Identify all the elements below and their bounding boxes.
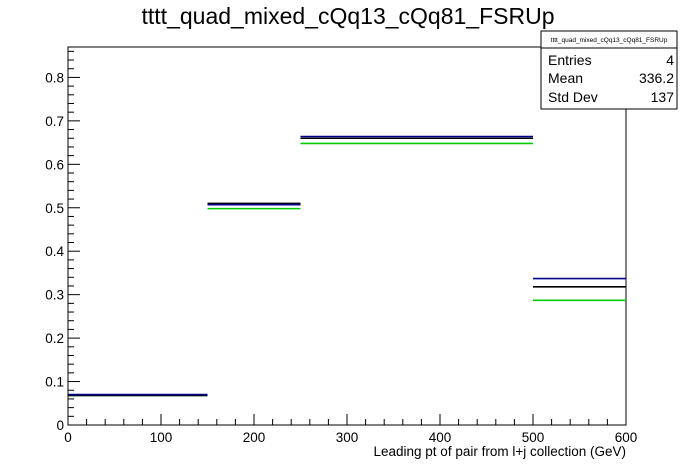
x-axis-ticks: 0 100 200 300 400 500 600 — [64, 414, 637, 445]
x-tick-label: 500 — [522, 430, 545, 445]
y-tick-label: 0.7 — [45, 114, 64, 129]
y-tick-label: 0.3 — [45, 288, 64, 303]
stats-mean-label: Mean — [548, 70, 583, 86]
x-tick-label: 200 — [243, 430, 266, 445]
x-tick-label: 100 — [150, 430, 173, 445]
y-tick-label: 0.2 — [45, 331, 64, 346]
y-tick-label: 0.8 — [45, 70, 64, 85]
series-1 — [68, 135, 626, 396]
stats-box: tttt_quad_mixed_cQq13_cQq81_FSRUp Entrie… — [540, 30, 678, 110]
y-tick-label: 0 — [56, 418, 64, 433]
stats-entries-value: 4 — [666, 52, 674, 68]
x-tick-label: 300 — [336, 430, 359, 445]
y-tick-label: 0.1 — [45, 375, 64, 390]
x-axis-label: Leading pt of pair from l+j collection (… — [374, 444, 627, 459]
stats-box-title: tttt_quad_mixed_cQq13_cQq81_FSRUp — [551, 37, 668, 44]
y-tick-label: 0.4 — [45, 244, 64, 259]
stats-entries-label: Entries — [548, 52, 592, 68]
stats-stddev-label: Std Dev — [548, 89, 598, 105]
series-2 — [68, 142, 626, 397]
y-tick-label: 0.5 — [45, 201, 64, 216]
x-tick-label: 600 — [615, 430, 638, 445]
stats-stddev-value: 137 — [651, 89, 675, 105]
histogram-series — [68, 135, 626, 397]
y-axis-ticks: 0 0.1 0.2 0.3 0.4 0.5 0.6 0.7 0.8 — [45, 50, 80, 433]
y-tick-label: 0.6 — [45, 157, 64, 172]
x-tick-label: 400 — [429, 430, 452, 445]
series-0 — [68, 137, 626, 397]
stats-box-frame — [540, 30, 678, 110]
chart-title: tttt_quad_mixed_cQq13_cQq81_FSRUp — [142, 3, 555, 29]
stats-mean-value: 336.2 — [639, 70, 674, 86]
x-tick-label: 0 — [64, 430, 72, 445]
